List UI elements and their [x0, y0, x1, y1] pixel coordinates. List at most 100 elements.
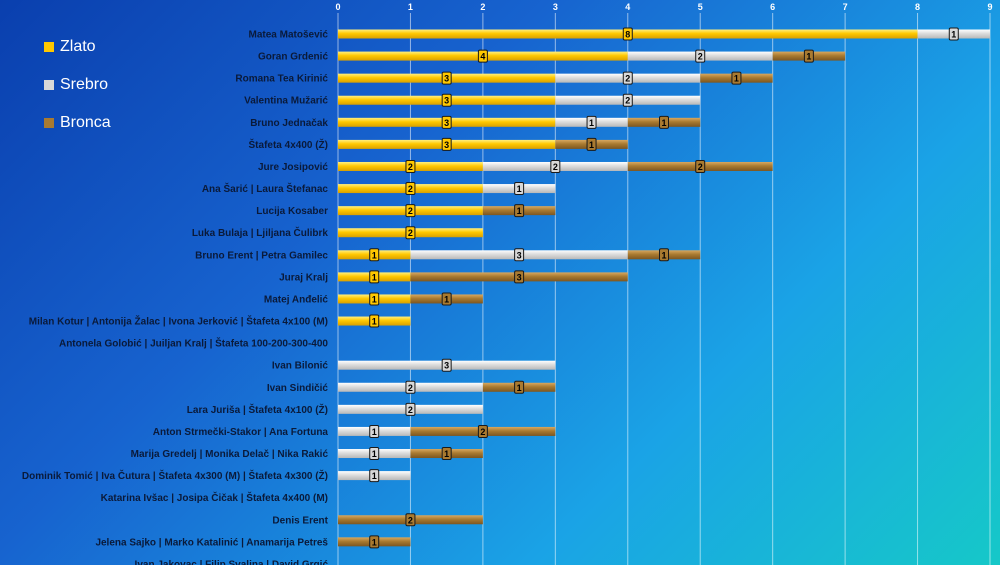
- data-label-box-silver: [369, 447, 380, 461]
- data-label-gold: 8: [625, 30, 630, 40]
- legend-label-gold: Zlato: [60, 38, 96, 55]
- data-label-box-bronze: [659, 115, 669, 129]
- data-label-silver: 2: [408, 405, 413, 415]
- data-label-silver: 1: [951, 30, 956, 40]
- data-label-gold: 3: [444, 140, 449, 150]
- data-label-box-gold: [369, 292, 380, 306]
- data-label-gold: 3: [444, 118, 449, 128]
- data-label-gold: 2: [408, 162, 413, 172]
- data-label-gold: 2: [408, 228, 413, 238]
- data-label-box-bronze: [514, 204, 525, 218]
- category-label: Bruno Erent | Petra Gamilec: [195, 250, 328, 261]
- data-label-box-gold: [405, 182, 416, 196]
- category-label: Marija Gredelj | Monika Delač | Nika Rak…: [131, 449, 329, 460]
- data-label-bronze: 2: [698, 162, 703, 172]
- data-label-bronze: 2: [408, 515, 413, 525]
- data-label-box-gold: [477, 49, 488, 63]
- data-label-box-bronze: [659, 248, 669, 262]
- data-label-box-silver: [622, 93, 633, 107]
- category-label: Denis Erent: [272, 515, 328, 526]
- x-tick-label-6: 6: [770, 2, 775, 12]
- data-label-bronze: 1: [734, 74, 739, 84]
- data-label-bronze: 1: [444, 449, 449, 459]
- legend-item-gold: Zlato: [44, 28, 111, 66]
- data-label-silver: 1: [372, 449, 377, 459]
- data-label-box-silver: [948, 27, 959, 41]
- data-label-silver: 1: [589, 118, 594, 128]
- category-label: Anton Strmečki-Stakor | Ana Fortuna: [153, 427, 329, 438]
- data-label-bronze: 1: [806, 52, 811, 62]
- data-label-bronze: 3: [517, 272, 522, 282]
- x-tick-label-3: 3: [553, 2, 558, 12]
- data-label-gold: 1: [372, 317, 377, 327]
- data-label-box-silver: [369, 469, 380, 483]
- category-label: Ivan Bilonić: [272, 361, 329, 372]
- category-label: Jure Josipović: [258, 162, 328, 173]
- legend-swatch-gold: [44, 42, 54, 52]
- data-label-silver: 2: [698, 52, 703, 62]
- data-label-bronze: 1: [372, 537, 377, 547]
- x-tick-label-7: 7: [843, 2, 848, 12]
- data-label-gold: 4: [480, 52, 485, 62]
- data-label-gold: 2: [408, 206, 413, 216]
- legend-label-bronze: Bronca: [60, 114, 111, 131]
- category-label: Milan Kotur | Antonija Žalac | Ivona Jer…: [29, 315, 328, 328]
- category-label: Ivan Sindičić: [267, 383, 329, 394]
- data-label-box-bronze: [803, 49, 814, 63]
- data-label-box-bronze: [405, 513, 416, 527]
- data-label-silver: 3: [517, 250, 522, 260]
- data-label-box-bronze: [369, 535, 380, 549]
- category-label: Antonela Golobić | Juiljan Kralj | Štafe…: [59, 337, 328, 350]
- data-label-silver: 1: [372, 427, 377, 437]
- x-tick-label-0: 0: [335, 2, 340, 12]
- legend: Zlato Srebro Bronca: [44, 28, 111, 142]
- data-label-bronze: 1: [444, 294, 449, 304]
- category-label: Goran Grdenić: [258, 52, 328, 63]
- data-label-box-gold: [622, 27, 633, 41]
- data-label-bronze: 1: [517, 206, 522, 216]
- data-label-box-gold: [405, 159, 416, 173]
- category-label: Luka Bulaja | Ljiljana Čulibrk: [192, 226, 329, 239]
- data-label-gold: 1: [372, 294, 377, 304]
- data-label-silver: 3: [444, 361, 449, 371]
- data-label-box-bronze: [731, 71, 742, 85]
- data-label-box-gold: [405, 226, 416, 240]
- legend-swatch-bronze: [44, 118, 54, 128]
- category-label: Štafeta 4x400 (Ž): [249, 138, 328, 151]
- data-label-gold: 1: [372, 272, 377, 282]
- data-label-box-gold: [441, 115, 452, 129]
- data-label-box-bronze: [514, 380, 525, 394]
- legend-item-bronze: Bronca: [44, 104, 111, 142]
- x-tick-label-9: 9: [987, 2, 992, 12]
- data-label-gold: 2: [408, 184, 413, 194]
- x-tick-label-8: 8: [915, 2, 920, 12]
- data-label-box-silver: [369, 424, 380, 438]
- data-label-box-gold: [369, 248, 380, 262]
- category-label: Matea Matošević: [249, 30, 329, 41]
- data-label-box-bronze: [441, 447, 452, 461]
- data-label-box-gold: [441, 71, 452, 85]
- x-tick-label-1: 1: [408, 2, 413, 12]
- data-label-bronze: 1: [661, 118, 666, 128]
- category-label: Valentina Mužarić: [244, 96, 328, 107]
- data-label-silver: 2: [408, 383, 413, 393]
- x-tick-label-4: 4: [625, 2, 630, 12]
- data-label-bronze: 1: [517, 383, 522, 393]
- data-label-gold: 3: [444, 74, 449, 84]
- category-label: Bruno Jednačak: [250, 118, 328, 129]
- data-label-silver: 2: [553, 162, 558, 172]
- data-label-box-silver: [441, 358, 452, 372]
- legend-label-silver: Srebro: [60, 76, 109, 93]
- data-label-box-silver: [622, 71, 633, 85]
- data-label-box-gold: [405, 204, 416, 218]
- data-label-box-bronze: [586, 137, 597, 151]
- data-label-box-bronze: [477, 424, 488, 438]
- category-label: Ana Šarić | Laura Štefanac: [202, 182, 329, 195]
- data-label-box-gold: [441, 93, 452, 107]
- data-label-box-gold: [369, 314, 380, 328]
- legend-swatch-silver: [44, 80, 54, 90]
- data-label-box-gold: [441, 137, 452, 151]
- data-label-silver: 2: [625, 74, 630, 84]
